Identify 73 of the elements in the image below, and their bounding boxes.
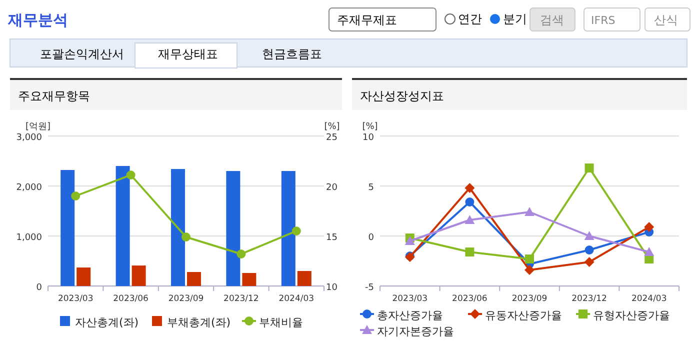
point	[584, 257, 594, 267]
point	[464, 215, 475, 224]
bar	[226, 171, 240, 286]
x-tick-label: 2023/03	[392, 294, 428, 304]
bar	[116, 166, 130, 286]
legend-label: 부채총계(좌)	[167, 316, 231, 329]
y-tick-label: -5	[365, 283, 374, 293]
bar	[171, 169, 185, 286]
point	[584, 246, 594, 254]
point	[465, 248, 474, 256]
y-axis-title: [%]	[362, 122, 378, 132]
bar	[242, 273, 256, 286]
point	[524, 265, 534, 275]
text: 산식	[654, 13, 678, 27]
point	[524, 207, 534, 216]
text: 분기	[503, 12, 527, 26]
y-tick-label: 1,000	[16, 233, 42, 243]
text: 검색	[540, 13, 564, 27]
x-tick-label: 2024/03	[631, 294, 667, 304]
legend-label: 자산총계(좌)	[75, 316, 139, 329]
point	[465, 198, 474, 206]
point	[236, 250, 246, 258]
chart-title: 주요재무항목	[18, 89, 90, 103]
point	[584, 164, 594, 172]
point	[404, 236, 415, 245]
y-tick-label: 0	[36, 283, 42, 293]
point	[525, 254, 534, 264]
y-tick-label: 3,000	[16, 133, 42, 143]
legend-label: 총자산증가율	[377, 309, 443, 322]
point	[584, 231, 594, 240]
x-tick-label: 2023/06	[452, 294, 488, 304]
text: 재무상태표	[158, 47, 218, 61]
x-tick-label: 2023/03	[58, 294, 94, 304]
bar	[132, 266, 146, 286]
chart-title: 자산성장성지표	[360, 89, 444, 103]
y-tick-label: 10	[362, 133, 374, 143]
point	[644, 222, 654, 232]
x-tick-label: 2023/06	[113, 294, 148, 304]
point	[71, 192, 80, 200]
bar	[187, 272, 201, 286]
y-tick-label: 0	[368, 233, 374, 243]
text: IFRS	[591, 14, 616, 27]
point	[126, 170, 136, 180]
bar	[281, 171, 296, 286]
text: 현금흐름표	[262, 47, 322, 61]
y2-axis-title: [%]	[324, 122, 340, 132]
point	[464, 183, 475, 193]
x-tick-label: 2023/12	[224, 294, 259, 304]
text: 연간	[458, 12, 482, 26]
legend-label: 자기자본증가율	[377, 325, 454, 338]
bar	[297, 271, 312, 286]
x-tick-label: 2023/09	[168, 294, 204, 304]
x-tick-label: 2023/09	[512, 294, 548, 304]
x-tick-label: 2023/12	[572, 294, 607, 304]
legend-label: 유동자산증가율	[485, 309, 562, 322]
x-tick-label: 2024/03	[278, 294, 314, 304]
legend-label: 부채비율	[259, 316, 303, 329]
y2-tick-label: 10	[326, 283, 338, 293]
y-tick-label: 5	[368, 183, 374, 193]
text: 주재무제표	[337, 13, 397, 27]
bar	[76, 268, 91, 286]
text: 재무분석	[7, 11, 68, 29]
point	[292, 226, 301, 236]
y2-tick-label: 25	[326, 133, 338, 143]
text: 포괄손익계산서	[40, 47, 124, 61]
y-axis-title: [억원]	[25, 122, 51, 132]
point	[644, 247, 654, 256]
y-tick-label: 2,000	[16, 183, 42, 193]
bar	[60, 170, 75, 286]
y2-tick-label: 15	[326, 233, 338, 243]
y2-tick-label: 20	[326, 183, 338, 193]
legend-label: 유형자산증가율	[593, 309, 670, 322]
point	[182, 232, 190, 242]
